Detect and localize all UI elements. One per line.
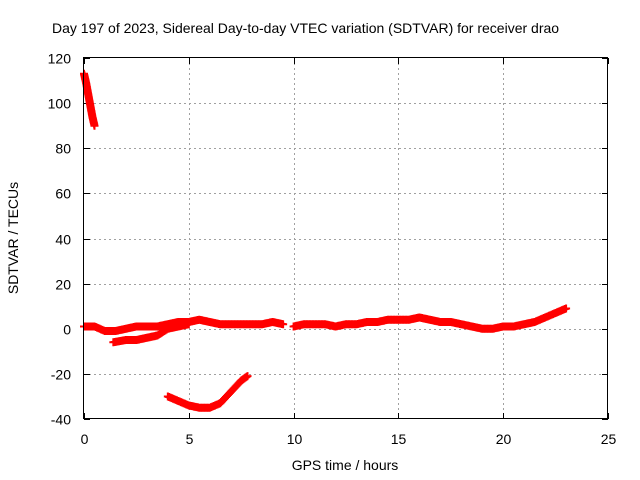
series-early-decay bbox=[80, 69, 99, 129]
x-tick-label: 5 bbox=[186, 431, 194, 447]
data-point-marker bbox=[562, 304, 571, 313]
x-tick-label: 0 bbox=[81, 431, 89, 447]
y-tick-label: 100 bbox=[48, 96, 72, 112]
x-axis-title: GPS time / hours bbox=[292, 457, 399, 473]
y-tick-label: 60 bbox=[55, 186, 71, 202]
y-tick-label: 20 bbox=[55, 277, 71, 293]
series-negative-dip bbox=[163, 372, 251, 412]
x-tick-label: 15 bbox=[391, 431, 407, 447]
y-tick-label: 120 bbox=[48, 51, 72, 67]
y-tick-label: 0 bbox=[63, 322, 71, 338]
data-point-marker bbox=[243, 372, 252, 381]
series-main-trace-a bbox=[80, 315, 286, 336]
series-main-trace-c bbox=[289, 305, 569, 333]
y-axis-title: SDTVAR / TECUs bbox=[5, 182, 21, 294]
data-marks bbox=[80, 69, 571, 412]
x-tick-label: 25 bbox=[601, 431, 617, 447]
y-tick-label: -40 bbox=[51, 412, 71, 428]
data-point-marker bbox=[279, 320, 288, 329]
x-tick-label: 10 bbox=[287, 431, 303, 447]
chart-title: Day 197 of 2023, Sidereal Day-to-day VTE… bbox=[52, 20, 559, 36]
data-point-marker bbox=[184, 320, 193, 329]
y-tick-label: -20 bbox=[51, 367, 71, 383]
y-tick-label: 80 bbox=[55, 141, 71, 157]
y-tick-label: 40 bbox=[55, 232, 71, 248]
series-main-trace-b bbox=[109, 320, 192, 347]
data-point-marker bbox=[90, 121, 99, 130]
plot-frame bbox=[83, 57, 608, 419]
grid bbox=[84, 58, 608, 419]
axis-ticks: -40 -20 0 20 40 60 80 100 120 0 5 10 15 20 25 bbox=[48, 51, 617, 448]
x-tick-label: 20 bbox=[496, 431, 512, 447]
